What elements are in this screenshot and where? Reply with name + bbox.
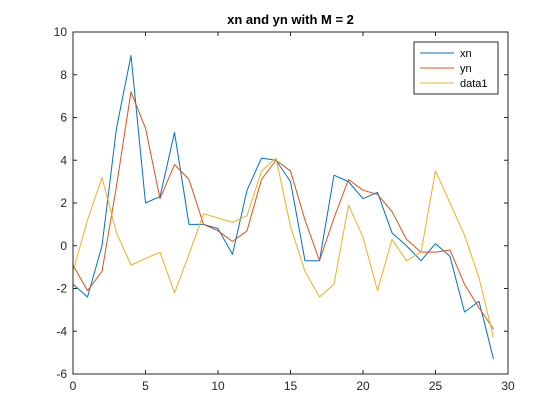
y-tick-label: 2 xyxy=(60,196,67,210)
y-tick-label: 6 xyxy=(60,111,67,125)
x-tick-label: 20 xyxy=(356,379,370,393)
y-tick-label: -4 xyxy=(56,324,67,338)
y-tick-label: -2 xyxy=(56,282,67,296)
series-layer xyxy=(72,55,494,360)
series-line-yn xyxy=(72,91,494,330)
y-tick-label: 4 xyxy=(60,153,67,167)
y-tick-label: -6 xyxy=(56,367,67,381)
x-tick-label: 5 xyxy=(142,379,149,393)
x-tick-label: 0 xyxy=(70,379,77,393)
x-tick-label: 10 xyxy=(211,379,225,393)
legend-label-xn: xn xyxy=(460,48,472,60)
y-tick-label: 8 xyxy=(60,68,67,82)
series-line-xn xyxy=(72,55,494,360)
chart-title: xn and yn with M = 2 xyxy=(227,12,354,27)
x-tick-label: 30 xyxy=(501,379,515,393)
x-tick-label: 25 xyxy=(429,379,443,393)
y-tick-label: 0 xyxy=(60,239,67,253)
x-tick-label: 15 xyxy=(284,379,298,393)
legend: xn yn data1 xyxy=(413,41,499,95)
y-tick-label: 10 xyxy=(54,25,68,39)
legend-label-data1: data1 xyxy=(460,78,488,90)
legend-label-yn: yn xyxy=(460,63,472,75)
series-line-data1 xyxy=(72,157,494,338)
